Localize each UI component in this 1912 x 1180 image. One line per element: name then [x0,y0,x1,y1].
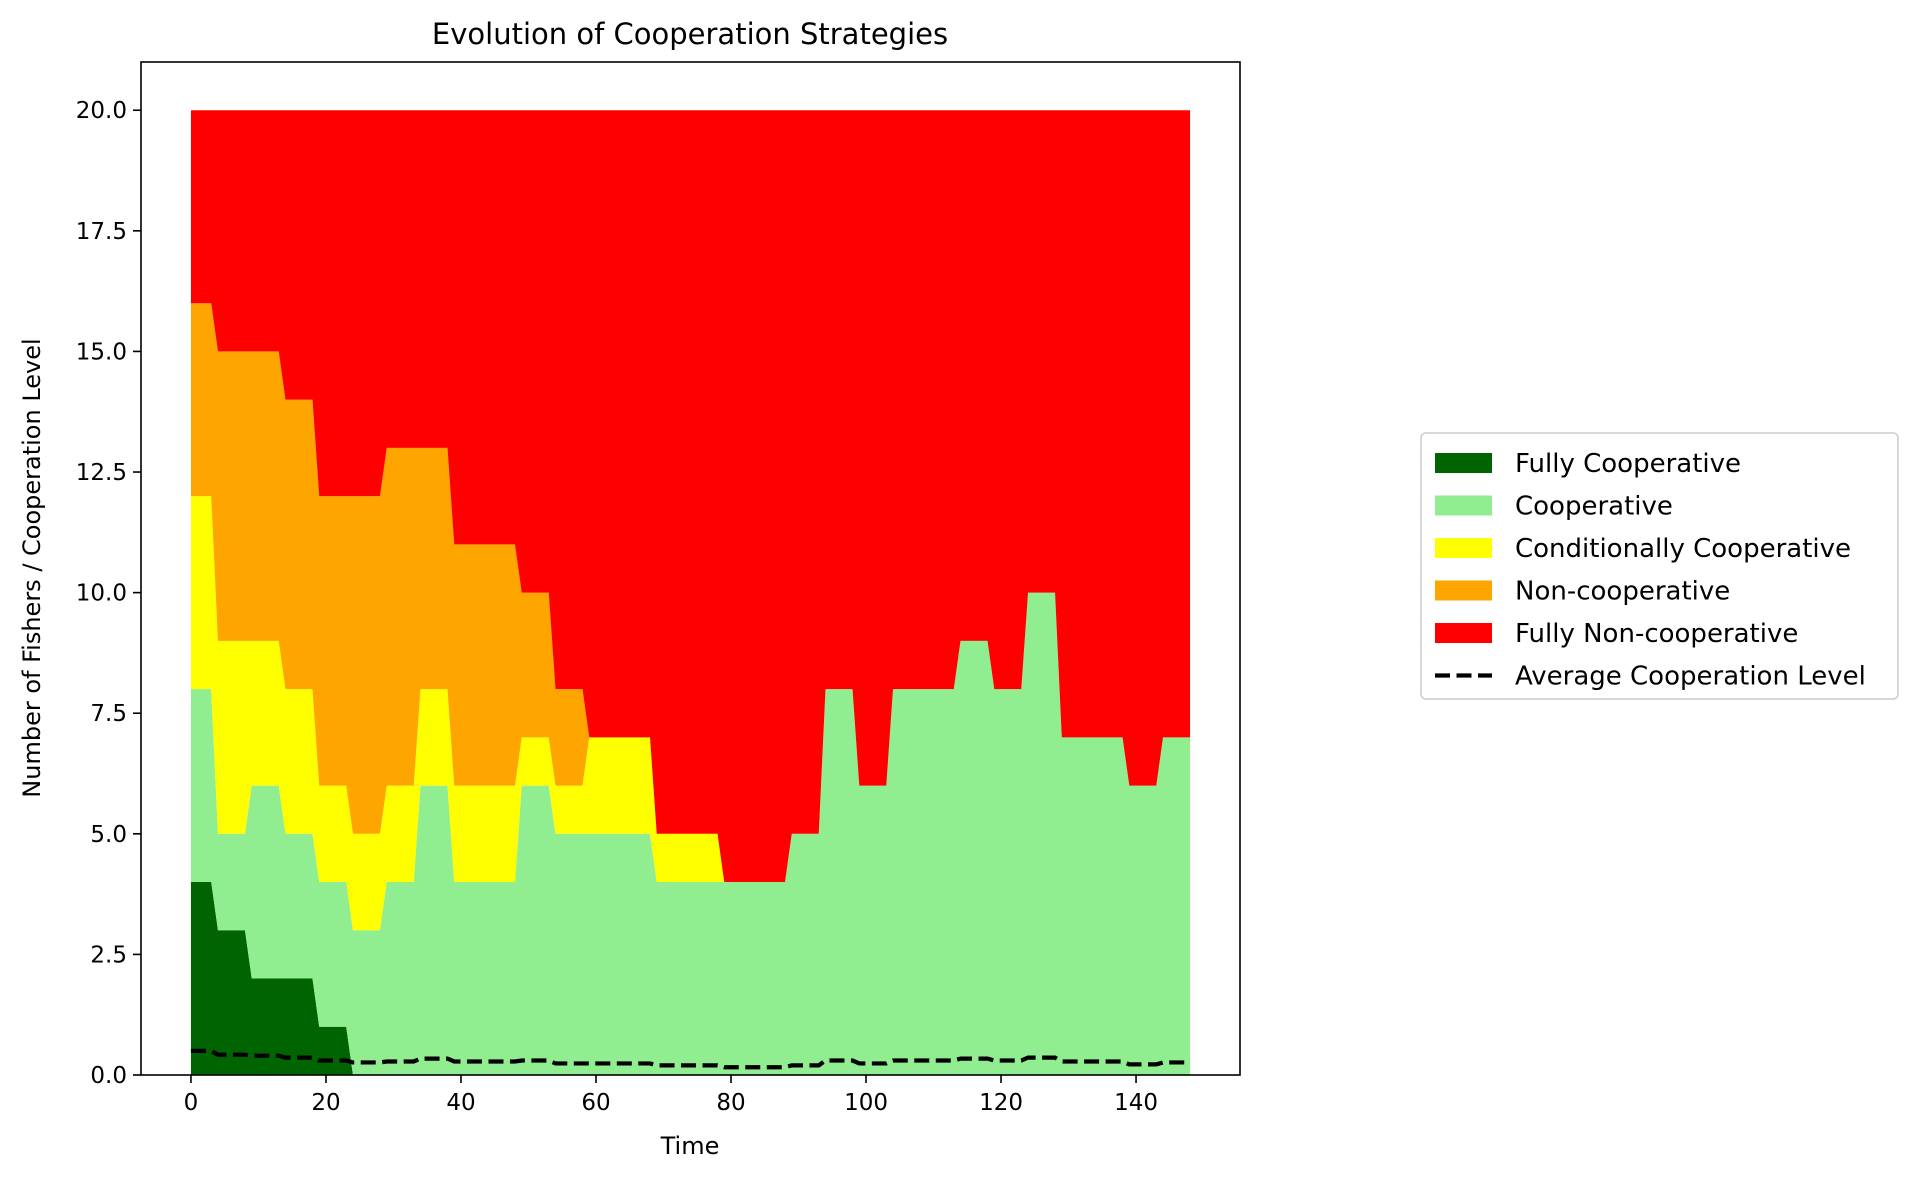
y-axis-label: Number of Fishers / Cooperation Level [18,338,46,797]
average-line-layer [190,1048,1191,1070]
legend-swatch [1435,538,1492,558]
area-series-2 [190,496,1191,931]
legend-frame [1420,432,1899,700]
x-axis: 0 20 40 60 80 100 120 140 [184,1075,1158,1116]
legend-swatch [1435,623,1492,643]
y-tick-label: 10.0 [76,581,127,607]
area-series-4 [190,110,1191,883]
x-tick-label: 80 [716,1090,745,1116]
area-series-3 [190,303,1191,883]
x-tick-label: 120 [979,1090,1023,1116]
average-cooperation-line [190,1048,1191,1070]
legend-swatch [1435,580,1492,601]
legend-label: Non-cooperative [1515,577,1730,607]
area-series-1 [190,592,1191,1075]
legend-label: Average Cooperation Level [1515,662,1866,692]
x-tick-label: 20 [311,1090,340,1116]
legend-label: Cooperative [1515,492,1673,522]
legend-label: Conditionally Cooperative [1515,534,1851,564]
area-series-0 [190,882,1191,1075]
y-tick-label: 15.0 [76,339,127,365]
x-tick-label: 0 [184,1090,199,1116]
chart-title: Evolution of Cooperation Strategies [432,17,948,51]
y-tick-label: 12.5 [76,460,127,486]
y-tick-label: 17.5 [76,219,127,245]
legend-label: Fully Cooperative [1515,449,1741,479]
y-tick-label: 7.5 [90,701,127,727]
x-tick-label: 60 [581,1090,610,1116]
legend-swatch [1435,453,1492,473]
x-tick-label: 140 [1114,1090,1158,1116]
y-tick-label: 20.0 [76,98,127,124]
y-axis: 0.0 2.5 5.0 7.5 10.0 12.5 15.0 17.5 20.0 [76,98,141,1089]
x-tick-label: 100 [844,1090,888,1116]
legend: Fully Cooperative Cooperative Conditionall… [1420,432,1899,700]
plot-frame [140,61,1241,1076]
x-tick-label: 40 [446,1090,475,1116]
y-tick-label: 2.5 [90,942,127,968]
legend-label: Fully Non-cooperative [1515,619,1798,649]
legend-swatch [1435,495,1492,516]
y-tick-label: 5.0 [90,822,127,848]
x-axis-label: Time [660,1132,720,1160]
stacked-areas [190,110,1191,1075]
y-tick-label: 0.0 [90,1063,127,1089]
